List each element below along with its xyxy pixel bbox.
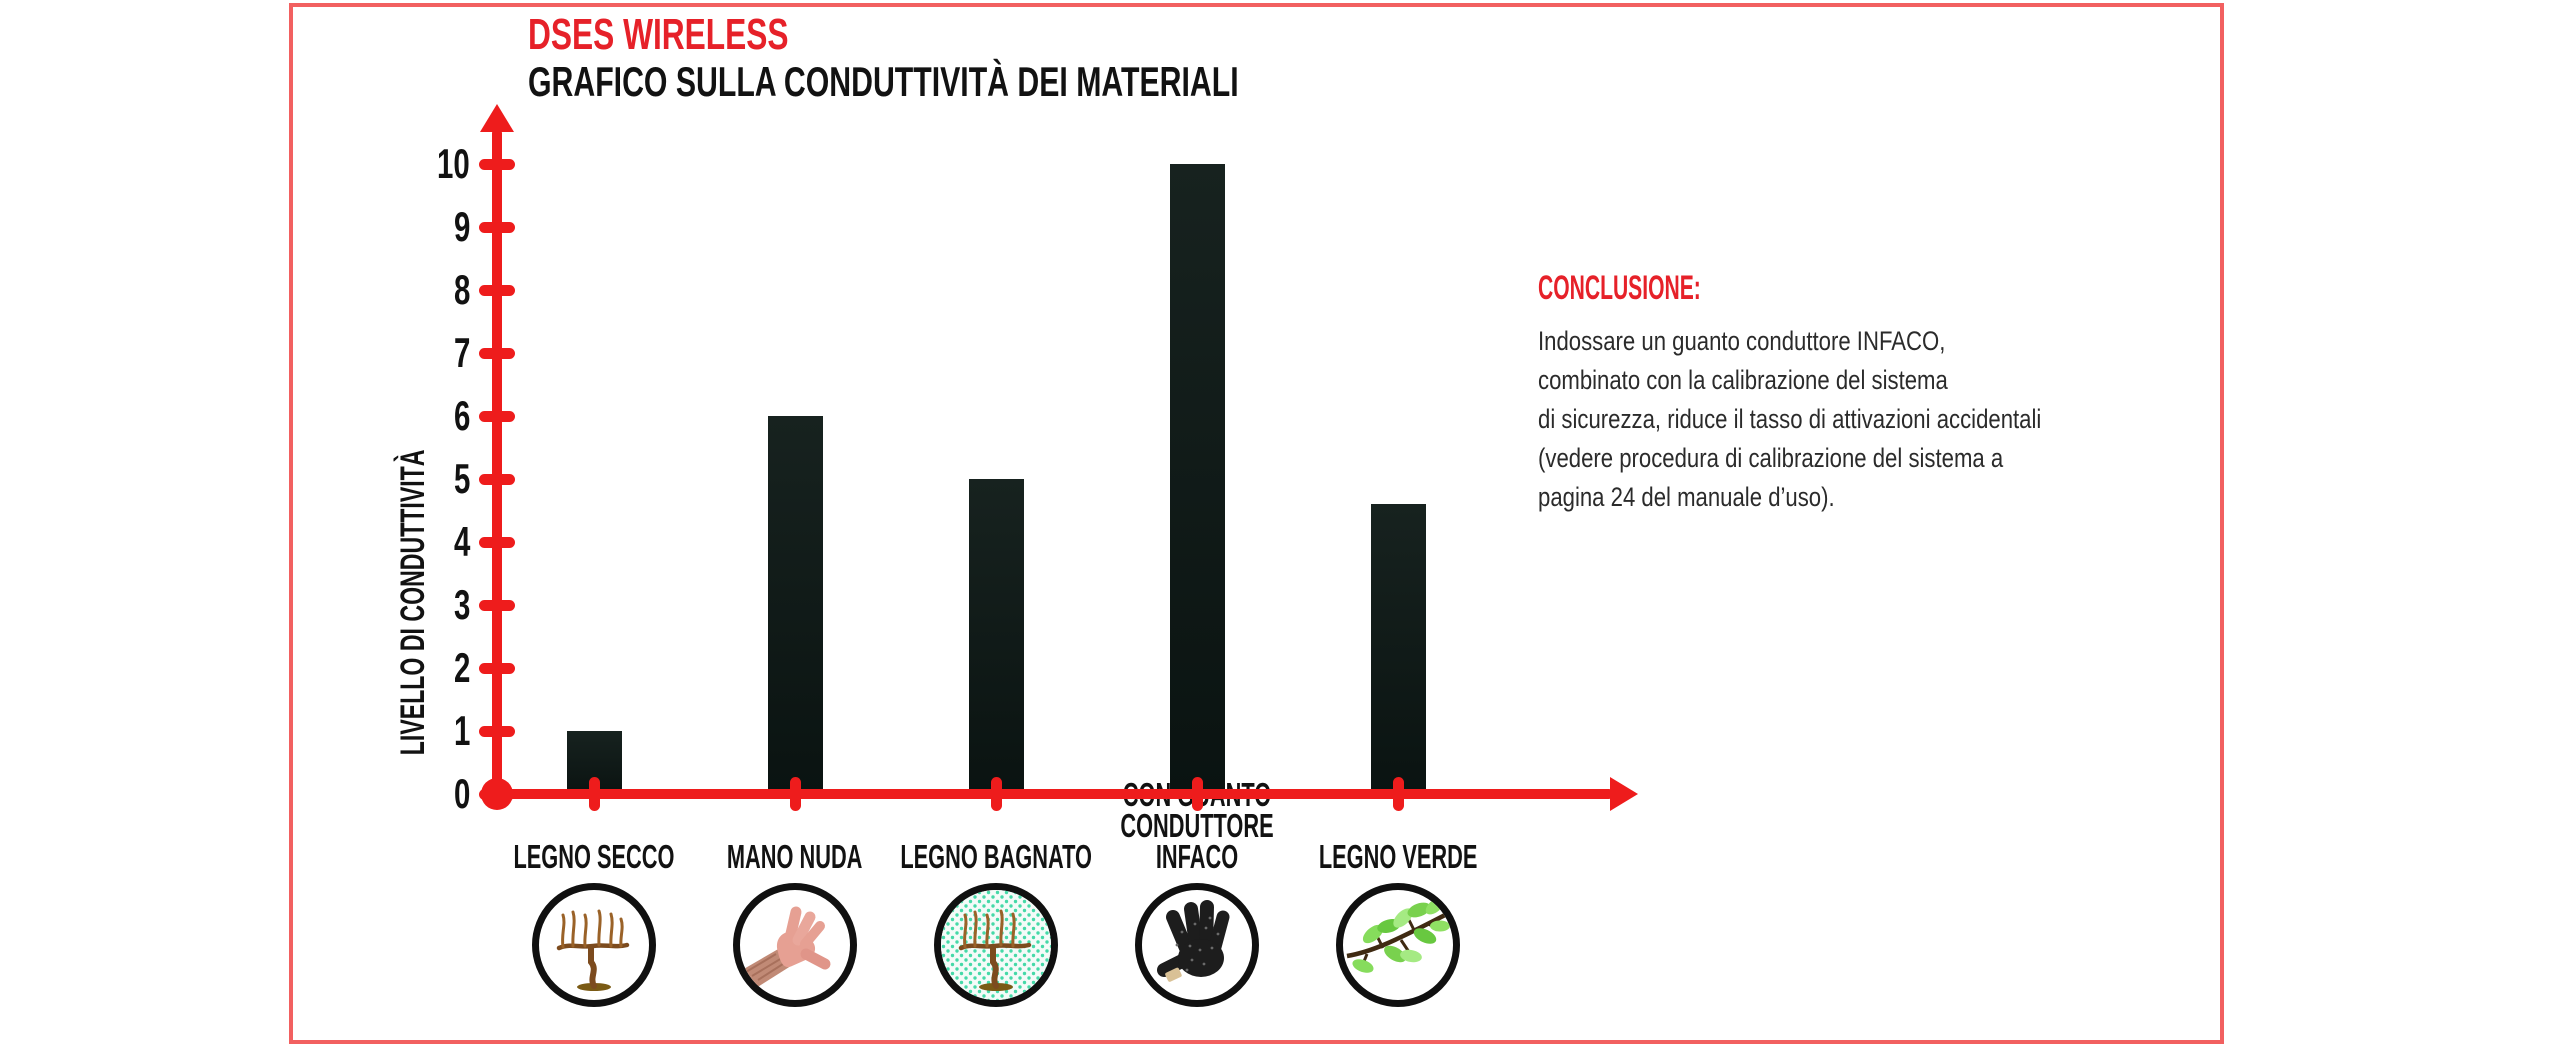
x-axis-line xyxy=(492,789,1614,799)
bare-hand-icon xyxy=(733,883,857,1007)
y-axis-tick-label-text: 1 xyxy=(453,707,470,754)
category-label-text: MANO NUDA xyxy=(727,838,863,875)
y-axis-tick-label-text: 3 xyxy=(453,581,470,628)
y-axis-tick-label: 3 xyxy=(380,584,470,626)
wet-vine-branch-icon xyxy=(934,883,1058,1007)
y-axis-tick-label: 0 xyxy=(380,773,470,815)
bar-4 xyxy=(1370,504,1426,794)
y-axis-tick-label: 9 xyxy=(380,206,470,248)
category-label-2: LEGNO BAGNATO xyxy=(816,838,1176,875)
x-axis-tick xyxy=(1191,777,1203,811)
y-axis-tick xyxy=(479,347,515,359)
y-axis-tick-label: 6 xyxy=(380,395,470,437)
x-axis-arrow-icon xyxy=(1610,777,1638,811)
x-axis-tick xyxy=(1392,777,1404,811)
bar-2 xyxy=(968,479,1024,794)
y-axis-tick-label: 8 xyxy=(380,269,470,311)
category-label-0: LEGNO SECCO xyxy=(414,838,774,875)
y-axis-tick-label: 1 xyxy=(380,710,470,752)
y-axis-tick-label: 7 xyxy=(380,332,470,374)
y-axis-line xyxy=(492,128,502,799)
y-axis-tick-label-text: 2 xyxy=(453,644,470,691)
y-axis-arrow-icon xyxy=(480,104,514,132)
y-axis-tick xyxy=(479,536,515,548)
y-axis-tick xyxy=(479,662,515,674)
page-title: DSES WIRELESS xyxy=(528,10,890,60)
conductive-glove-icon xyxy=(1135,883,1259,1007)
y-axis-tick-label-text: 8 xyxy=(453,266,470,313)
y-axis-tick-label: 4 xyxy=(380,521,470,563)
x-axis-tick xyxy=(990,777,1002,811)
category-label-1: MANO NUDA xyxy=(615,838,975,875)
conclusion-heading-text: CONCLUSIONE: xyxy=(1538,269,1701,307)
category-label-text: LEGNO VERDE xyxy=(1318,838,1478,875)
y-axis-tick-label-text: 0 xyxy=(453,770,470,817)
dry-vine-branch-icon xyxy=(532,883,656,1007)
y-axis-tick-label-text: 6 xyxy=(453,392,470,439)
chart-title-text: GRAFICO SULLA CONDUTTIVITÀ DEI MATERIALI xyxy=(528,58,1239,105)
x-axis-tick xyxy=(789,777,801,811)
y-axis-tick xyxy=(479,473,515,485)
content-frame xyxy=(289,3,2224,1044)
y-axis-tick xyxy=(479,158,515,170)
y-axis-tick xyxy=(479,725,515,737)
y-axis-tick xyxy=(479,284,515,296)
conclusion-heading: CONCLUSIONE: xyxy=(1538,270,1801,306)
y-axis-tick-label-text: 4 xyxy=(453,518,470,565)
category-label-text: LEGNO BAGNATO xyxy=(900,838,1092,875)
bar-3 xyxy=(1169,164,1225,794)
bar-1 xyxy=(767,416,823,794)
y-axis-tick-label-text: 5 xyxy=(453,455,470,502)
y-axis-tick-label-text: 10 xyxy=(437,140,470,187)
green-branch-icon xyxy=(1336,883,1460,1007)
y-axis-tick xyxy=(479,788,515,800)
y-axis-tick xyxy=(479,221,515,233)
y-axis-tick-label: 5 xyxy=(380,458,470,500)
y-axis-tick-label-text: 7 xyxy=(453,329,470,376)
x-axis-tick xyxy=(588,777,600,811)
category-label-text: LEGNO SECCO xyxy=(513,838,675,875)
conclusion-body: Indossare un guanto conduttore INFACO, c… xyxy=(1538,326,2042,512)
y-axis-tick-label: 2 xyxy=(380,647,470,689)
y-axis-tick xyxy=(479,599,515,611)
y-axis-tick-label-text: 9 xyxy=(453,203,470,250)
chart-title: GRAFICO SULLA CONDUTTIVITÀ DEI MATERIALI xyxy=(528,58,1515,106)
y-axis-tick xyxy=(479,410,515,422)
category-label-4: LEGNO VERDE xyxy=(1218,838,1578,875)
page-title-text: DSES WIRELESS xyxy=(528,10,789,59)
y-axis-tick-label: 10 xyxy=(380,143,470,185)
